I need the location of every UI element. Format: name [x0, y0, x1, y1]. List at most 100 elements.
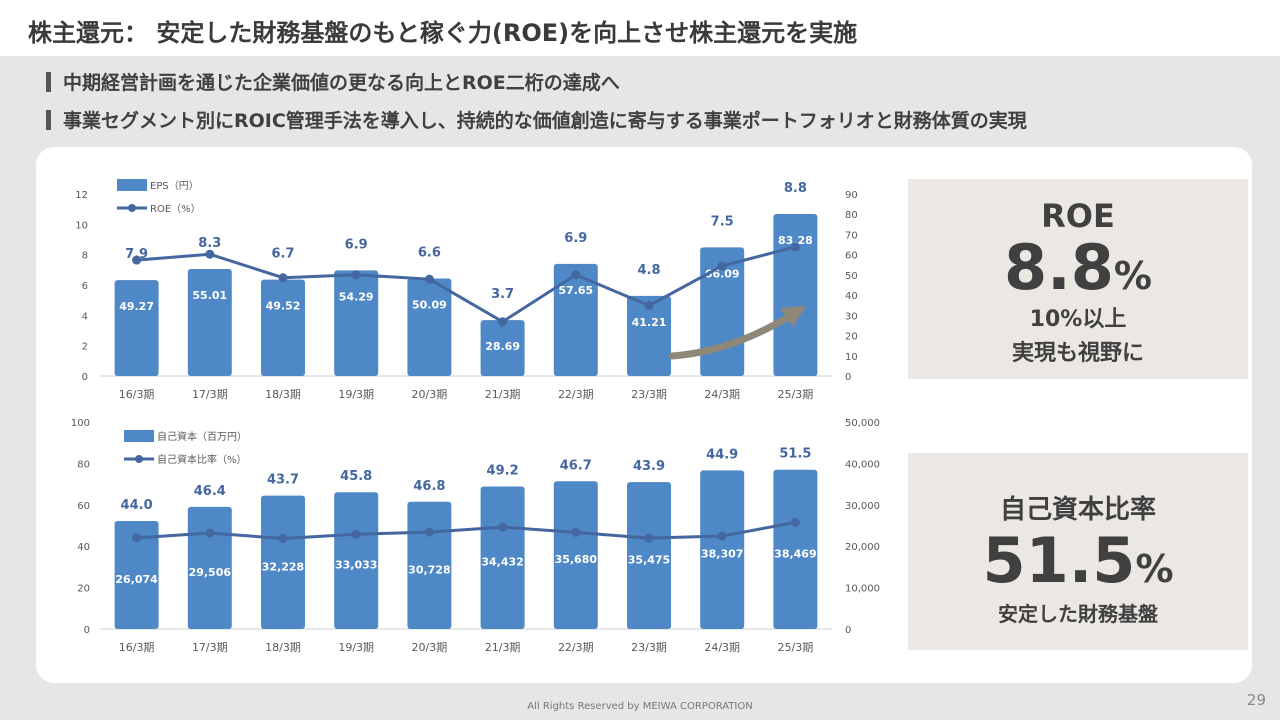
category-label: 24/3期 — [704, 641, 740, 654]
bar — [334, 492, 379, 629]
line-point — [790, 242, 800, 252]
roe-kpi-target: 10%以上 — [1029, 307, 1127, 332]
copyright-footer: All Rights Reserved by MEIWA CORPORATION — [527, 701, 753, 712]
legend-bar-swatch — [117, 179, 147, 191]
line-point — [132, 533, 142, 543]
line-value-label: 3.7 — [491, 287, 514, 302]
left-axis-tick-label: 10 — [75, 220, 88, 231]
bar-value-label: 83.28 — [778, 234, 813, 247]
right-axis-tick-label: 30 — [845, 311, 858, 322]
right-axis-tick-label: 60 — [845, 251, 858, 262]
equity-kpi-label: 自己資本比率 — [999, 495, 1156, 525]
line-value-label: 43.9 — [633, 459, 665, 474]
right-axis-tick-label: 10 — [845, 352, 858, 363]
line-value-label: 6.7 — [271, 247, 294, 262]
left-axis-tick-label: 2 — [82, 342, 88, 353]
line-value-label: 8.3 — [198, 236, 221, 251]
bar-value-label: 54.29 — [339, 290, 374, 303]
bar-value-label: 30,728 — [408, 563, 450, 576]
category-label: 17/3期 — [192, 641, 228, 654]
category-label: 25/3期 — [778, 641, 814, 654]
growth-arrow-icon — [668, 306, 806, 360]
line-value-label: 44.9 — [706, 447, 738, 462]
bar — [187, 506, 232, 629]
category-label: 21/3期 — [485, 388, 521, 401]
legend-bar-label: EPS（円） — [150, 180, 199, 192]
line-point — [644, 301, 654, 311]
bar-value-label: 38,469 — [774, 547, 816, 560]
category-label: 20/3期 — [412, 641, 448, 654]
line-point — [205, 528, 215, 538]
page-title: 株主還元： 安定した財務基盤のもと稼ぐ力(ROE)を向上させ株主還元を実施 — [28, 19, 858, 47]
right-axis-tick-label: 10,000 — [845, 584, 880, 595]
line-point — [571, 527, 581, 537]
line-point — [790, 517, 800, 527]
line-point — [571, 270, 581, 280]
bullet-1: 中期経営計画を通じた企業価値の更なる向上とROE二桁の達成へ — [46, 70, 620, 96]
right-axis-tick-label: 40,000 — [845, 459, 880, 470]
bar-value-label: 38,307 — [701, 548, 743, 561]
bar-value-label: 26,074 — [115, 573, 158, 586]
line-value-label: 46.4 — [194, 484, 226, 499]
right-axis-tick-label: 20,000 — [845, 542, 880, 553]
bar — [261, 279, 305, 376]
equity-kpi-card: 自己資本比率 51.5% 安定した財務基盤 — [908, 453, 1248, 650]
line-value-label: 46.7 — [560, 458, 592, 473]
legend-bar-swatch — [124, 430, 154, 442]
right-axis-tick-label: 0 — [845, 625, 851, 636]
category-label: 16/3期 — [119, 388, 155, 401]
legend-line-marker — [135, 455, 143, 463]
bar-value-label: 34,432 — [481, 556, 523, 569]
category-label: 25/3期 — [778, 388, 814, 401]
bar — [773, 469, 818, 629]
bar — [334, 270, 379, 376]
line-value-label: 6.9 — [345, 237, 368, 252]
equity-kpi-note: 安定した財務基盤 — [998, 602, 1158, 626]
line-value-label: 51.5 — [779, 447, 811, 462]
left-axis-tick-label: 0 — [82, 372, 88, 383]
bar — [114, 521, 159, 629]
right-axis-tick-label: 70 — [845, 230, 858, 241]
left-axis-tick-label: 100 — [71, 418, 90, 429]
bar — [480, 320, 525, 376]
bar-value-label: 35,475 — [628, 554, 670, 567]
growth-arrow-shaft — [668, 312, 794, 360]
category-label: 20/3期 — [412, 388, 448, 401]
bar-value-label: 35,680 — [555, 553, 598, 566]
line-value-label: 44.0 — [121, 498, 153, 513]
bar — [700, 470, 745, 629]
legend-line-marker — [128, 204, 136, 212]
category-label: 23/3期 — [631, 641, 667, 654]
category-label: 19/3期 — [338, 641, 374, 654]
right-axis-tick-label: 40 — [845, 291, 858, 302]
bar — [407, 278, 452, 376]
bar-value-label: 49.52 — [266, 300, 301, 313]
bar-value-label: 57.65 — [558, 284, 593, 297]
bullet-1-text: 中期経営計画を通じた企業価値の更なる向上とROE二桁の達成へ — [63, 72, 620, 94]
bullet-2: 事業セグメント別にROIC管理手法を導入し、持続的な価値創造に寄与する事業ポート… — [46, 108, 1027, 134]
category-label: 16/3期 — [119, 641, 155, 654]
bar — [114, 280, 159, 376]
series-line — [136, 520, 796, 541]
bar — [553, 263, 598, 376]
line-value-label: 46.8 — [413, 479, 445, 494]
line-point — [498, 522, 508, 532]
bar — [553, 481, 598, 629]
left-axis-tick-label: 6 — [82, 281, 88, 292]
right-axis-tick-label: 0 — [845, 372, 851, 383]
line-value-label: 49.2 — [487, 463, 519, 478]
line-value-label: 6.6 — [418, 246, 441, 261]
right-axis-tick-label: 50 — [845, 271, 858, 282]
line-point — [351, 529, 361, 539]
title-bar: 株主還元： 安定した財務基盤のもと稼ぐ力(ROE)を向上させ株主還元を実施 — [0, 0, 1280, 56]
line-point — [644, 533, 654, 543]
bar-value-label: 33,033 — [335, 559, 377, 572]
bullet-2-text: 事業セグメント別にROIC管理手法を導入し、持続的な価値創造に寄与する事業ポート… — [63, 110, 1027, 132]
equity-kpi-unit: % — [1135, 547, 1174, 591]
equity-kpi-value: 51.5 — [982, 524, 1136, 597]
category-label: 18/3期 — [265, 388, 301, 401]
bar-value-label: 32,228 — [262, 560, 304, 573]
line-value-label: 6.9 — [564, 231, 587, 246]
bar-value-label: 28.69 — [485, 340, 520, 353]
